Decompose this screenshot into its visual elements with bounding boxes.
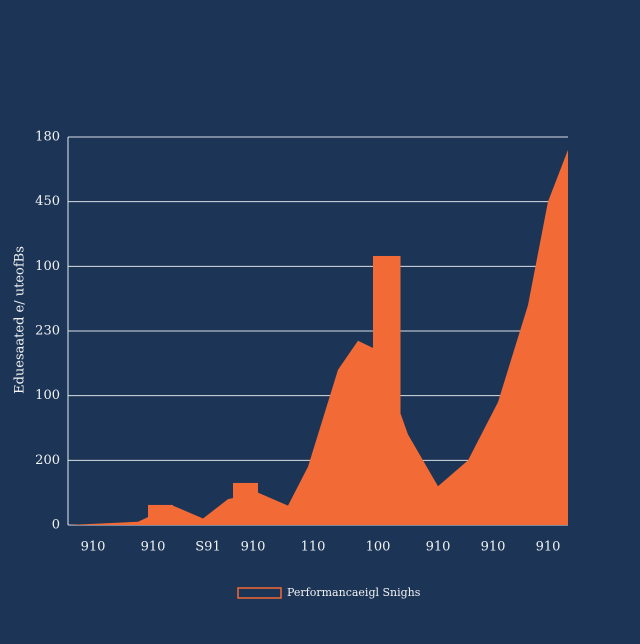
y-axis-label: Eduesaated e/ uteofBs [13,246,28,394]
y-tick-label: 0 [52,518,60,533]
y-tick-label: 450 [35,194,60,209]
x-tick-label: S91 [195,540,220,555]
y-tick-label: 100 [35,388,60,403]
x-tick-label: 910 [536,540,561,555]
x-tick-label: 910 [141,540,166,555]
y-tick-label: 100 [35,259,60,274]
x-tick-label: 910 [426,540,451,555]
x-tick-label: 910 [241,540,266,555]
bar [373,255,401,525]
legend-swatch [237,587,282,599]
legend-label: Performancaeigl Snighs [287,586,421,599]
bar [233,482,258,525]
bar [148,504,173,525]
x-tick-label: 110 [301,540,326,555]
x-tick-label: 910 [481,540,506,555]
x-tick-label: 100 [366,540,391,555]
area [68,149,568,525]
y-tick-label: 180 [35,130,60,145]
y-tick-label: 200 [35,453,60,468]
y-tick-label: 230 [35,324,60,339]
x-tick-label: 910 [81,540,106,555]
